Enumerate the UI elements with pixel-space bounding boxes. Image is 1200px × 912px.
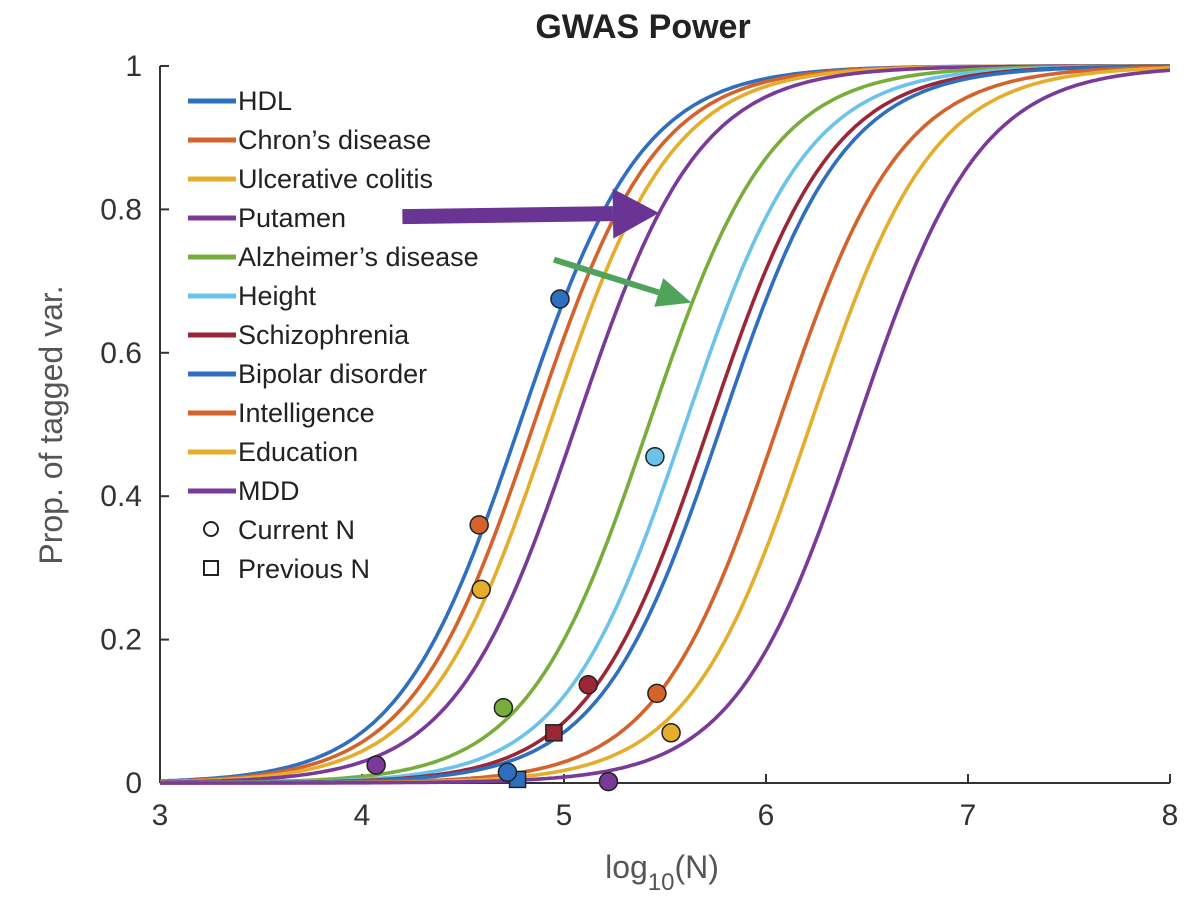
- chart-title: GWAS Power: [535, 8, 750, 46]
- x-tick-label-5: 5: [556, 799, 573, 832]
- y-tick-label-1: 1: [125, 50, 142, 83]
- legend-marker-circle: [203, 521, 219, 537]
- y-tick-label-0.2: 0.2: [100, 624, 142, 657]
- y-tick-label-0.8: 0.8: [100, 193, 142, 226]
- legend-marker-label-1: Current N: [238, 515, 355, 545]
- legend-label-6: Height: [238, 281, 317, 311]
- y-axis-label: Prop. of tagged var.: [33, 285, 69, 564]
- marker-layer: [366, 289, 681, 792]
- current-n-marker-11: [598, 771, 619, 792]
- legend-label-9: Intelligence: [238, 398, 375, 428]
- legend-label-4: Putamen: [238, 203, 346, 233]
- current-n-marker-6: [645, 447, 665, 467]
- current-n-marker-5: [493, 697, 514, 718]
- current-n-marker-4: [366, 755, 386, 775]
- legend-label-1: HDL: [238, 86, 292, 116]
- legend-label-2: Chron’s disease: [238, 125, 431, 155]
- current-n-marker-2: [469, 515, 489, 535]
- x-tick-label-6: 6: [758, 799, 775, 832]
- arrow-shaft-1: [402, 206, 614, 225]
- x-tick-label-8: 8: [1162, 799, 1179, 832]
- arrow-shaft-2: [553, 256, 660, 296]
- x-tick-label-4: 4: [354, 799, 371, 832]
- x-tick-label-3: 3: [152, 799, 169, 832]
- legend-label-3: Ulcerative colitis: [238, 164, 433, 194]
- series-line-11: [160, 68, 1171, 785]
- current-n-marker-8: [497, 762, 518, 782]
- y-tick-label-0.6: 0.6: [100, 337, 142, 370]
- y-tick-label-0: 0: [125, 767, 142, 800]
- legend-label-5: Alzheimer’s disease: [238, 242, 479, 272]
- current-n-marker-7: [578, 675, 598, 695]
- previous-n-marker-7: [545, 724, 563, 742]
- legend-marker-label-2: Previous N: [238, 554, 370, 584]
- series-layer: [160, 64, 1171, 785]
- legend: HDL Chron’s disease Ulcerative colitis Puta…: [188, 86, 479, 584]
- current-n-marker-1: [550, 289, 570, 309]
- legend-label-11: MDD: [238, 476, 300, 506]
- annotation-layer: [402, 188, 692, 307]
- legend-label-10: Education: [238, 437, 358, 467]
- x-axis-label-arg: (N): [674, 849, 718, 885]
- current-n-marker-10: [661, 723, 681, 743]
- legend-label-8: Bipolar disorder: [238, 359, 427, 389]
- arrow-head-2: [654, 278, 692, 307]
- x-tick-label-7: 7: [960, 799, 977, 832]
- current-n-marker-3: [471, 579, 491, 600]
- x-axis-label-base: 10: [648, 869, 675, 896]
- legend-label-7: Schizophrenia: [238, 320, 410, 350]
- legend-marker-square: [203, 560, 219, 576]
- axes: 3 4 5 6 7 8 0 0.2 0.4 0.6 0.8 1: [100, 50, 1178, 832]
- current-n-marker-9: [647, 683, 667, 704]
- x-axis-label: log10(N): [605, 849, 719, 896]
- arrow-head-1: [612, 188, 659, 239]
- x-axis-label-log: log: [605, 849, 648, 885]
- y-tick-label-0.4: 0.4: [100, 480, 142, 513]
